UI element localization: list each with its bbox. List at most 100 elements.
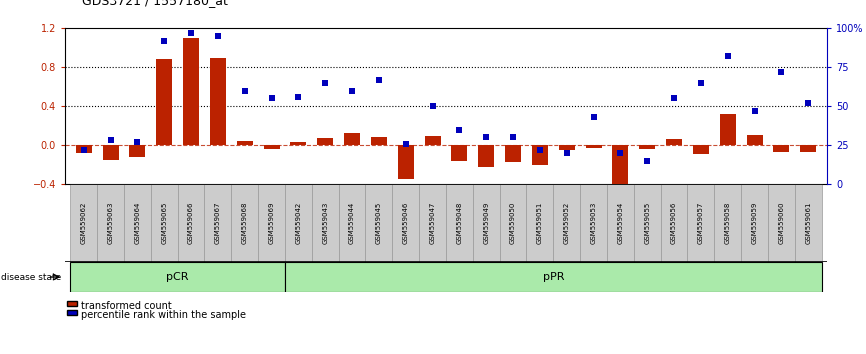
Text: GSM559068: GSM559068: [242, 202, 248, 244]
Bar: [365, 184, 392, 262]
Bar: [612, 145, 629, 189]
Point: [211, 33, 225, 39]
Point: [319, 80, 333, 86]
Point: [479, 135, 493, 140]
Bar: [473, 184, 500, 262]
Point: [640, 158, 654, 164]
Text: pPR: pPR: [543, 272, 564, 282]
Bar: [741, 184, 768, 262]
Bar: [317, 138, 333, 145]
Bar: [607, 184, 634, 262]
Bar: [156, 59, 172, 145]
Text: GSM559061: GSM559061: [805, 202, 811, 244]
Point: [399, 141, 413, 147]
Point: [292, 94, 306, 100]
Point: [667, 96, 681, 101]
Text: GSM559046: GSM559046: [403, 202, 409, 244]
Text: GSM559051: GSM559051: [537, 202, 543, 244]
Bar: [124, 184, 151, 262]
Text: GSM559058: GSM559058: [725, 202, 731, 244]
Text: GSM559047: GSM559047: [430, 202, 436, 244]
Point: [613, 150, 627, 156]
Bar: [634, 184, 661, 262]
Bar: [585, 145, 602, 148]
Bar: [424, 136, 441, 145]
Text: GSM559050: GSM559050: [510, 202, 516, 244]
Point: [346, 88, 359, 93]
Point: [774, 69, 788, 75]
Bar: [800, 145, 817, 152]
Bar: [371, 137, 387, 145]
Text: GSM559060: GSM559060: [779, 202, 785, 244]
Text: percentile rank within the sample: percentile rank within the sample: [81, 310, 246, 320]
Text: GSM559062: GSM559062: [81, 202, 87, 244]
Point: [694, 80, 708, 86]
Bar: [773, 145, 790, 152]
Bar: [661, 184, 688, 262]
Point: [184, 30, 198, 36]
Bar: [285, 184, 312, 262]
Bar: [97, 184, 124, 262]
Text: GSM559065: GSM559065: [161, 202, 167, 244]
Point: [801, 100, 815, 106]
Point: [559, 150, 573, 156]
Bar: [290, 142, 307, 145]
Bar: [688, 184, 714, 262]
Text: pCR: pCR: [166, 272, 189, 282]
Bar: [720, 114, 736, 145]
Bar: [183, 38, 199, 145]
Point: [131, 139, 145, 145]
Text: GSM559049: GSM559049: [483, 202, 489, 244]
Bar: [639, 145, 656, 149]
Bar: [129, 145, 145, 157]
Bar: [559, 145, 575, 150]
Bar: [527, 184, 553, 262]
Bar: [392, 184, 419, 262]
Text: GSM559059: GSM559059: [752, 202, 758, 244]
Text: GSM559045: GSM559045: [376, 202, 382, 244]
Bar: [339, 184, 365, 262]
Bar: [553, 184, 580, 262]
Bar: [451, 145, 468, 161]
Point: [77, 147, 91, 153]
Point: [721, 53, 734, 59]
Text: GSM559044: GSM559044: [349, 202, 355, 244]
Text: GSM559048: GSM559048: [456, 202, 462, 244]
Point: [158, 38, 171, 44]
Text: GSM559063: GSM559063: [107, 202, 113, 244]
Bar: [231, 184, 258, 262]
Bar: [505, 145, 521, 162]
Bar: [204, 184, 231, 262]
Bar: [419, 184, 446, 262]
Text: GSM559042: GSM559042: [295, 202, 301, 244]
Bar: [478, 145, 494, 167]
Point: [452, 127, 466, 132]
Text: GSM559066: GSM559066: [188, 202, 194, 244]
Bar: [285, 262, 822, 292]
Text: GSM559064: GSM559064: [134, 202, 140, 244]
Bar: [666, 139, 682, 145]
Bar: [795, 184, 822, 262]
Text: GDS3721 / 1557180_at: GDS3721 / 1557180_at: [82, 0, 228, 7]
Text: GSM559043: GSM559043: [322, 202, 328, 244]
Text: GSM559055: GSM559055: [644, 202, 650, 244]
Bar: [210, 58, 226, 145]
Bar: [344, 133, 360, 145]
Text: GSM559057: GSM559057: [698, 202, 704, 244]
Point: [747, 108, 761, 114]
Bar: [446, 184, 473, 262]
Bar: [70, 184, 97, 262]
Bar: [532, 145, 548, 165]
Bar: [768, 184, 795, 262]
Bar: [75, 145, 92, 153]
Point: [533, 147, 546, 153]
Text: GSM559067: GSM559067: [215, 202, 221, 244]
Point: [426, 103, 440, 109]
Text: disease state: disease state: [1, 273, 61, 281]
Text: GSM559053: GSM559053: [591, 202, 597, 244]
Bar: [746, 136, 763, 145]
Bar: [263, 145, 280, 149]
Bar: [714, 184, 741, 262]
Bar: [151, 184, 178, 262]
Bar: [397, 145, 414, 179]
